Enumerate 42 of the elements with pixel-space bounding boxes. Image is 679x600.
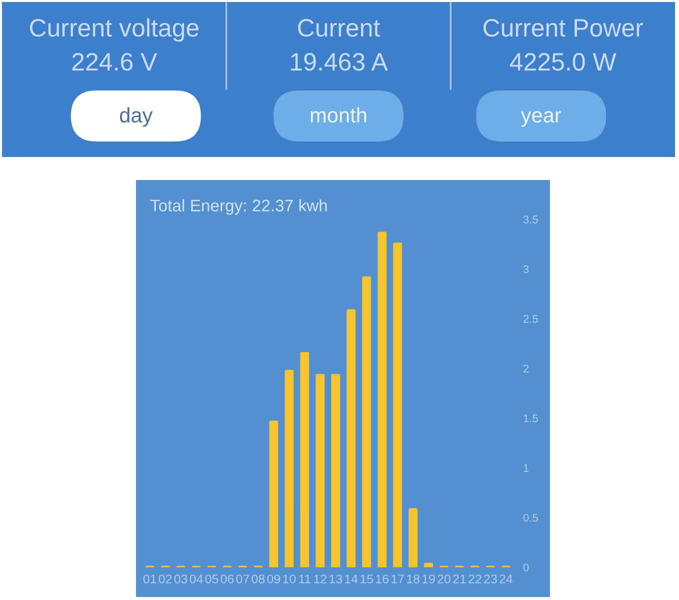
y-tick-label: 2	[524, 364, 529, 372]
x-tick-label: 14	[345, 574, 358, 584]
x-tick-label: 22	[468, 574, 482, 584]
y-tick-label: 0.5	[523, 514, 538, 522]
x-tick-label: 10	[283, 574, 296, 584]
x-tick-label: 03	[174, 574, 188, 584]
text: day	[120, 107, 153, 127]
y-tick-label: 2.5	[524, 314, 538, 323]
text: month	[310, 107, 366, 123]
chart-title: Total Energy: 22.37 kwh	[150, 199, 327, 215]
x-tick-label: 12	[314, 574, 326, 584]
text: 19.463 A	[291, 53, 388, 71]
x-tick-label: 11	[299, 574, 311, 584]
x-tick-label: 17	[392, 574, 404, 584]
x-tick-label: 19	[422, 574, 435, 584]
x-tick-label: 13	[330, 574, 342, 584]
x-tick-label: 24	[500, 574, 513, 584]
x-tick-label: 08	[252, 574, 265, 584]
x-tick-label: 05	[205, 574, 218, 584]
y-tick-label: 3.5	[523, 216, 538, 224]
x-tick-label: 09	[267, 574, 280, 584]
y-tick-label: 1	[524, 464, 529, 472]
y-tick-label: 1.5	[524, 414, 538, 422]
y-tick-label: 3	[523, 265, 529, 274]
x-tick-label: 15	[360, 574, 374, 584]
text: Current	[298, 19, 380, 37]
x-tick-label: 21	[453, 574, 466, 584]
x-tick-label: 01	[143, 574, 156, 584]
x-tick-label: 06	[220, 574, 234, 584]
x-tick-label: 18	[407, 574, 420, 584]
x-tick-label: 16	[376, 574, 388, 584]
x-tick-label: 23	[484, 574, 497, 584]
text: 4225.0 W	[510, 53, 616, 71]
x-tick-label: 02	[158, 574, 172, 584]
y-tick-label: 0	[523, 564, 529, 572]
text: Current voltage	[30, 18, 199, 42]
text: 224.6 V	[72, 53, 158, 71]
text: year	[520, 111, 562, 127]
x-tick-label: 20	[438, 574, 450, 584]
x-tick-label: 07	[236, 574, 250, 584]
text: Current Power	[484, 19, 644, 37]
x-tick-label: 04	[190, 574, 203, 584]
